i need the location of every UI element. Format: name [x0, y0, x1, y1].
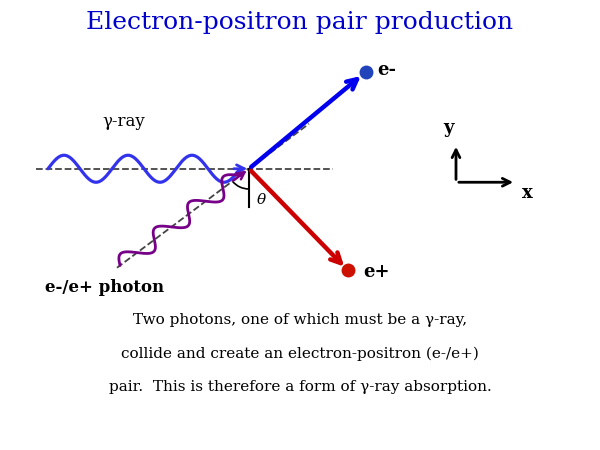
Text: y: y [443, 119, 454, 137]
Text: Two photons, one of which must be a γ-ray,: Two photons, one of which must be a γ-ra… [133, 313, 467, 327]
Text: e+: e+ [363, 263, 389, 281]
Text: e-: e- [377, 61, 396, 79]
Text: Electron-positron pair production: Electron-positron pair production [86, 11, 514, 34]
Text: γ-ray: γ-ray [102, 113, 145, 130]
Text: x: x [522, 184, 533, 202]
Text: pair.  This is therefore a form of γ-ray absorption.: pair. This is therefore a form of γ-ray … [109, 380, 491, 394]
Text: e-/e+ photon: e-/e+ photon [45, 279, 164, 296]
Text: collide and create an electron-positron (e-/e+): collide and create an electron-positron … [121, 346, 479, 361]
Text: θ: θ [257, 194, 266, 207]
